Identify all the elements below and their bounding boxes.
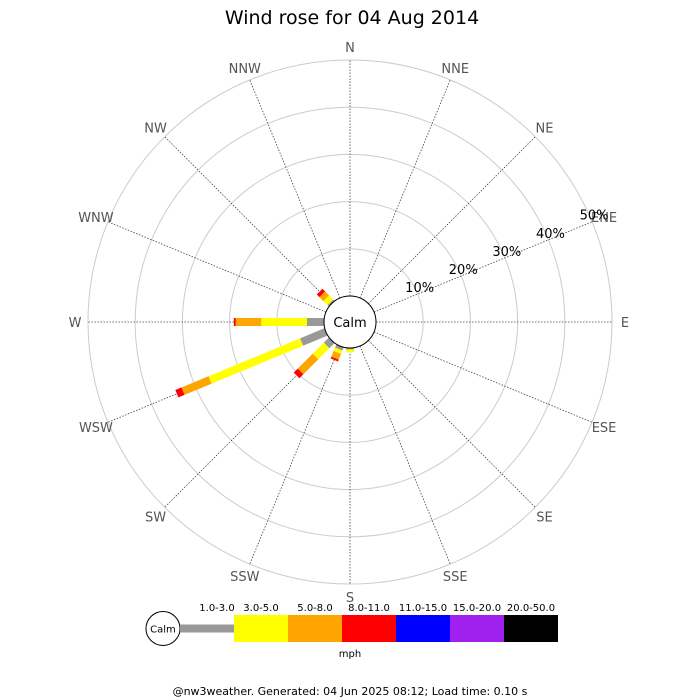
direction-label-se: SE xyxy=(536,510,552,525)
spoke-ne xyxy=(368,136,536,304)
bar-ssw-3-0-5-0 xyxy=(333,347,343,355)
bar-nw-8-0-11-0 xyxy=(316,288,326,298)
spoke-ene xyxy=(373,221,593,313)
spoke-ssw xyxy=(249,345,341,565)
rose-bars xyxy=(175,288,354,398)
bar-sw-5-0-8-0 xyxy=(297,353,319,375)
direction-label-sw: SW xyxy=(145,510,166,525)
direction-label-nne: NNE xyxy=(441,62,469,77)
direction-label-ssw: SSW xyxy=(230,570,260,585)
spoke-nw xyxy=(164,136,332,304)
spoke-se xyxy=(368,340,536,508)
calm-label: Calm xyxy=(333,316,366,331)
bar-ssw-5-0-8-0 xyxy=(331,351,341,360)
grid-ring xyxy=(134,106,566,538)
bar-sw-3-0-5-0 xyxy=(312,342,330,360)
direction-label-wsw: WSW xyxy=(79,421,113,436)
direction-label-s: S xyxy=(346,591,354,606)
bar-wsw-5-0-8-0 xyxy=(181,376,212,395)
rose-labels: N NNE NE ENE E ESE SE SSE S SSW SW WSW W WNW NW NNW 10% 2… xyxy=(69,41,630,606)
spoke-ese xyxy=(373,331,593,423)
legend-swatch-11-0-15-0 xyxy=(396,615,450,642)
spoke-wnw xyxy=(107,221,327,313)
legend-label-5-0-8-0: 5.0-8.0 xyxy=(297,603,332,614)
direction-label-e: E xyxy=(621,316,629,331)
legend-swatch-5-0-8-0 xyxy=(288,615,342,642)
legend-label-20-0-50-0: 20.0-50.0 xyxy=(507,603,555,614)
bar-sw-8-0-11-0 xyxy=(293,368,304,379)
direction-label-n: N xyxy=(345,41,355,56)
legend-swatch-3-0-5-0 xyxy=(234,615,288,642)
radial-tick-label: 10% xyxy=(405,281,434,296)
radial-tick-label: 40% xyxy=(536,227,565,242)
direction-label-ne: NE xyxy=(535,122,553,137)
calm-center: Calm xyxy=(323,295,377,349)
bar-ssw-8-0-11-0 xyxy=(330,356,339,362)
bar-w-1-0-3-0 xyxy=(307,318,324,326)
direction-label-nnw: NNW xyxy=(229,62,261,77)
spoke-sse xyxy=(359,345,451,565)
direction-label-ese: ESE xyxy=(592,421,617,436)
grid-ring xyxy=(87,59,613,585)
bar-ssw-1-0-3-0 xyxy=(335,344,344,351)
spoke-nnw xyxy=(249,79,341,299)
spoke-nne xyxy=(359,79,451,299)
bar-s-3-0-5-0 xyxy=(346,349,354,353)
legend-swatch-1-0-3-0 xyxy=(180,624,234,633)
direction-label-w: W xyxy=(69,316,82,331)
bar-w-8-0-11-0 xyxy=(233,318,236,326)
footer-text: @nw3weather. Generated: 04 Jun 2025 08:1… xyxy=(173,685,528,698)
legend-swatch-20-0-50-0 xyxy=(504,615,558,642)
bar-wsw-3-0-5-0 xyxy=(208,338,304,384)
legend-label-1-0-3-0: 1.0-3.0 xyxy=(199,603,234,614)
bar-nw-1-0-3-0 xyxy=(327,299,335,307)
direction-label-ene: ENE xyxy=(591,211,617,226)
legend-label-11-0-15-0: 11.0-15.0 xyxy=(399,603,447,614)
bar-nw-5-0-8-0 xyxy=(319,291,330,302)
direction-label-sse: SSE xyxy=(443,570,468,585)
legend-label-3-0-5-0: 3.0-5.0 xyxy=(243,603,278,614)
speed-legend: Calm 1.0-3.0 3.0-5.0 5.0-8.0 8.0-11.0 11.0-15… xyxy=(145,603,558,660)
direction-label-wnw: WNW xyxy=(78,211,114,226)
radial-tick-label: 50% xyxy=(580,209,609,224)
bar-w-3-0-5-0 xyxy=(261,318,307,326)
legend-calm-label: Calm xyxy=(150,625,176,636)
legend-units-label: mph xyxy=(339,649,361,660)
bar-w-5-0-8-0 xyxy=(235,318,262,326)
legend-label-15-0-20-0: 15.0-20.0 xyxy=(453,603,501,614)
bar-nw-3-0-5-0 xyxy=(323,295,334,306)
legend-swatch-8-0-11-0 xyxy=(342,615,396,642)
chart-title: Wind rose for 04 Aug 2014 xyxy=(225,7,479,29)
bar-wsw-8-0-11-0 xyxy=(175,387,185,398)
bar-wsw-1-0-3-0 xyxy=(300,328,328,346)
legend-label-8-0-11-0: 8.0-11.0 xyxy=(348,603,390,614)
bar-sw-1-0-3-0 xyxy=(323,337,335,349)
legend-swatch-15-0-20-0 xyxy=(450,615,504,642)
calm-circle xyxy=(323,295,377,349)
radial-tick-label: 20% xyxy=(449,263,478,278)
radial-tick-label: 30% xyxy=(492,245,521,260)
direction-label-nw: NW xyxy=(144,122,167,137)
